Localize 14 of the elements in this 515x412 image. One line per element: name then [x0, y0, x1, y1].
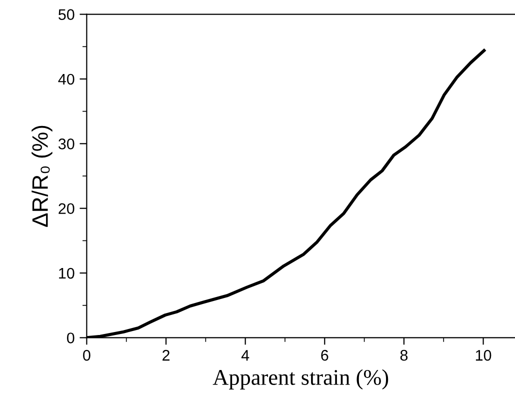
y-tick-label: 40 [58, 74, 74, 85]
x-tick-label: 6 [321, 350, 328, 361]
y-tick-label: 10 [59, 268, 74, 279]
y-tick-label: 30 [58, 138, 74, 150]
x-tick-label: 8 [400, 350, 408, 361]
y-tick-label: 50 [58, 9, 74, 20]
x-axis-title: Apparent strain (%) [212, 369, 388, 390]
x-tick-label: 2 [162, 350, 170, 361]
x-tick-label: 10 [476, 350, 492, 361]
y-axis-title: ΔR/R₀ (%) [32, 126, 52, 227]
y-tick-label: 20 [58, 203, 74, 214]
y-tick-label: 0 [66, 332, 74, 344]
x-tick-label: 0 [83, 350, 90, 361]
x-tick-label: 4 [241, 350, 250, 361]
